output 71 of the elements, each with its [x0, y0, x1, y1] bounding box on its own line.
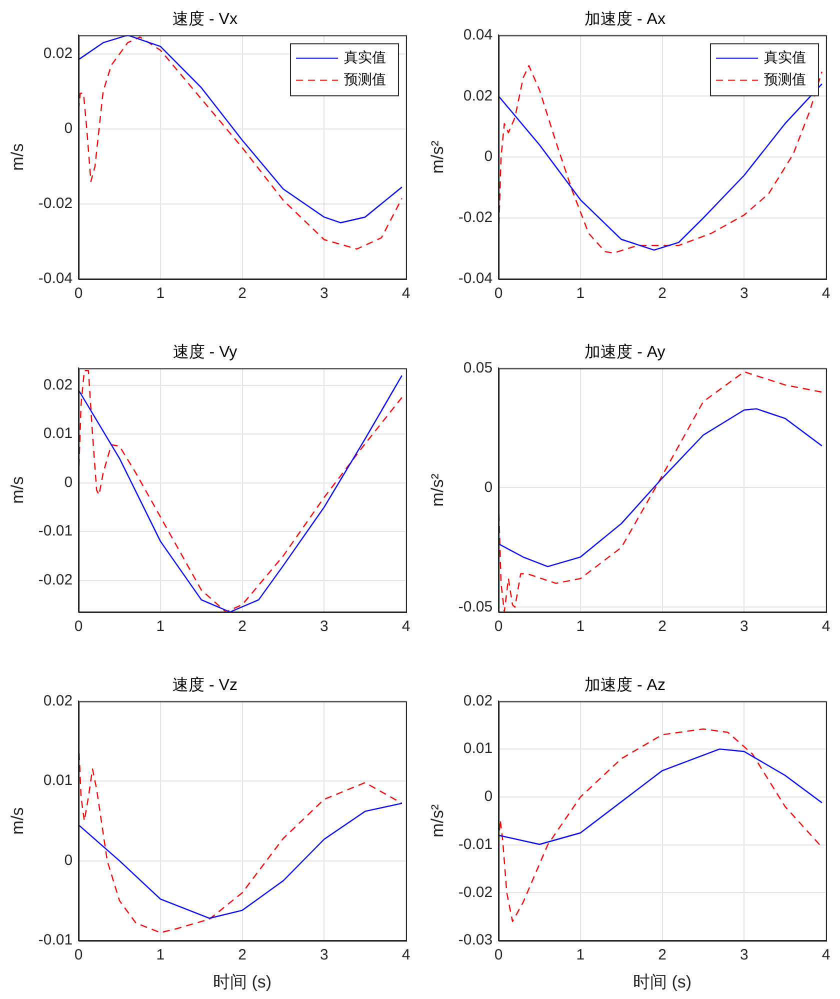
y-tick-label: 0.02: [43, 376, 73, 394]
y-tick-label: 0.01: [43, 425, 73, 442]
x-tick-label: 3: [740, 285, 748, 302]
y-axis-title: m/s: [8, 807, 27, 835]
y-tick-label: 0.05: [463, 359, 493, 376]
y-tick-label: 0: [484, 478, 493, 496]
x-tick-label: 1: [576, 285, 585, 302]
chart-title: 加速度 - Az: [584, 676, 666, 694]
legend-label: 真实值: [344, 50, 386, 66]
chart-title: 速度 - Vy: [172, 343, 238, 362]
y-tick-label: 0.02: [463, 87, 493, 104]
x-tick-label: 2: [658, 618, 666, 636]
y-tick-label: 0.02: [43, 692, 73, 710]
legend-label: 预测值: [764, 72, 806, 88]
legend-label: 预测值: [344, 72, 386, 88]
x-tick-label: 1: [156, 285, 165, 302]
y-tick-label: 0.04: [463, 26, 493, 44]
chart-title: 速度 - Vz: [172, 676, 238, 694]
y-axis-title: m/s: [8, 476, 27, 504]
y-tick-label: 0: [64, 852, 73, 869]
y-tick-label: 0.01: [43, 772, 73, 790]
y-tick-label: -0.05: [458, 598, 493, 616]
x-tick-label: 4: [402, 946, 410, 964]
y-tick-label: -0.04: [458, 270, 493, 288]
y-tick-label: 0: [64, 120, 73, 138]
y-tick-label: -0.01: [38, 932, 73, 949]
x-tick-label: 4: [822, 285, 830, 302]
y-tick-label: 0: [484, 148, 493, 166]
x-tick-label: 2: [238, 285, 246, 302]
x-tick-label: 3: [320, 946, 328, 964]
chart-title: 速度 - Vx: [172, 10, 238, 28]
y-tick-label: -0.02: [38, 571, 73, 588]
x-tick-label: 1: [576, 618, 585, 636]
y-tick-label: 0.02: [43, 45, 73, 62]
line-series: [498, 728, 823, 922]
x-tick-label: 4: [402, 618, 410, 636]
y-tick-label: -0.04: [38, 270, 73, 288]
y-tick-label: 0: [484, 788, 493, 806]
y-tick-label: 0.01: [463, 740, 493, 758]
x-tick-label: 3: [320, 618, 328, 636]
chart-title: 加速度 - Ay: [584, 343, 666, 362]
y-tick-label: -0.03: [458, 932, 493, 949]
y-axis-title: m/s²: [428, 804, 447, 838]
y-tick-label: -0.02: [458, 884, 493, 901]
x-tick-label: 3: [320, 285, 328, 302]
x-tick-label: 2: [658, 285, 666, 302]
x-tick-label: 4: [402, 285, 410, 302]
y-tick-label: -0.02: [38, 195, 73, 212]
x-axis-title: 时间 (s): [633, 972, 692, 992]
y-tick-label: -0.02: [458, 209, 493, 226]
y-tick-label: 0: [64, 474, 73, 491]
chart-title: 加速度 - Ax: [584, 10, 666, 28]
x-axis-title: 时间 (s): [213, 972, 272, 992]
x-tick-label: 3: [740, 618, 748, 636]
x-tick-label: 3: [740, 946, 748, 964]
y-tick-label: -0.01: [458, 836, 493, 853]
y-axis-title: m/s²: [428, 473, 447, 507]
x-tick-label: 1: [156, 946, 165, 964]
x-tick-label: 2: [658, 946, 666, 964]
y-axis-title: m/s²: [428, 140, 447, 174]
x-tick-label: 2: [238, 618, 246, 636]
x-tick-label: 4: [822, 946, 830, 964]
line-series: [498, 371, 823, 612]
legend-label: 真实值: [764, 50, 806, 66]
y-tick-label: 0.02: [463, 692, 493, 710]
x-tick-label: 2: [238, 946, 246, 964]
x-tick-label: 1: [576, 946, 585, 964]
x-tick-label: 1: [156, 618, 165, 636]
y-axis-title: m/s: [8, 143, 27, 171]
x-tick-label: 4: [822, 618, 830, 636]
y-tick-label: -0.01: [38, 522, 73, 540]
